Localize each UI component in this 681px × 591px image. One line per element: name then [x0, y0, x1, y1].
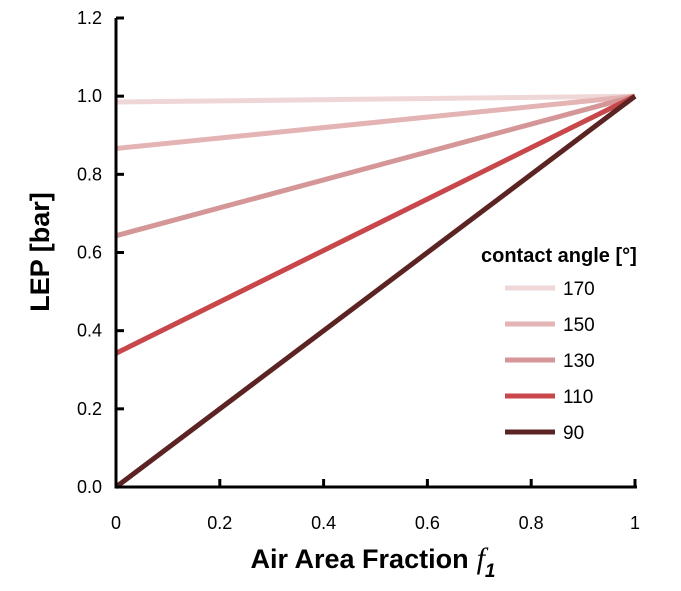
y-tick-label: 0.6 [77, 243, 102, 263]
legend-label-150: 150 [563, 315, 595, 336]
y-tick-label: 0.2 [77, 399, 102, 419]
y-tick-label: 0.0 [77, 477, 102, 497]
series-line-150 [115, 93, 636, 151]
x-tick-label: 1 [630, 513, 640, 533]
y-tick-label: 1.0 [77, 86, 102, 106]
tick-layer: 0.0 0.2 0.4 0.6 0.8 1.0 1.2 0 0.2 0.4 0.6 0.8 1 [77, 8, 640, 533]
y-tick-label: 1.2 [77, 8, 102, 28]
x-tick-label: 0.6 [415, 513, 440, 533]
x-tick-label: 0.4 [311, 513, 336, 533]
series-line-90 [114, 94, 637, 489]
x-tick-label: 0.8 [519, 513, 544, 533]
legend-label-170: 170 [563, 279, 595, 300]
legend-title: contact angle [°] [481, 245, 637, 267]
series-line-170 [115, 93, 636, 105]
y-tick-label: 0.4 [77, 321, 102, 341]
x-axis-title: Air Area Fraction f1 [251, 542, 496, 582]
series-line-110 [114, 93, 637, 356]
y-tick-label: 0.8 [77, 164, 102, 184]
legend-label-110: 110 [563, 387, 593, 408]
x-axis-title-subscript: 1 [485, 561, 496, 582]
legend: 170 150 130 110 90 [505, 279, 595, 444]
series-line-130 [115, 93, 636, 239]
x-tick-label: 0 [111, 513, 121, 533]
legend-label-90: 90 [563, 423, 584, 444]
series-layer [114, 93, 637, 489]
legend-label-130: 130 [563, 351, 595, 372]
x-axis-title-text: Air Area Fraction [251, 544, 469, 574]
x-tick-label: 0.2 [207, 513, 232, 533]
y-axis-title: LEP [bar] [25, 192, 55, 312]
